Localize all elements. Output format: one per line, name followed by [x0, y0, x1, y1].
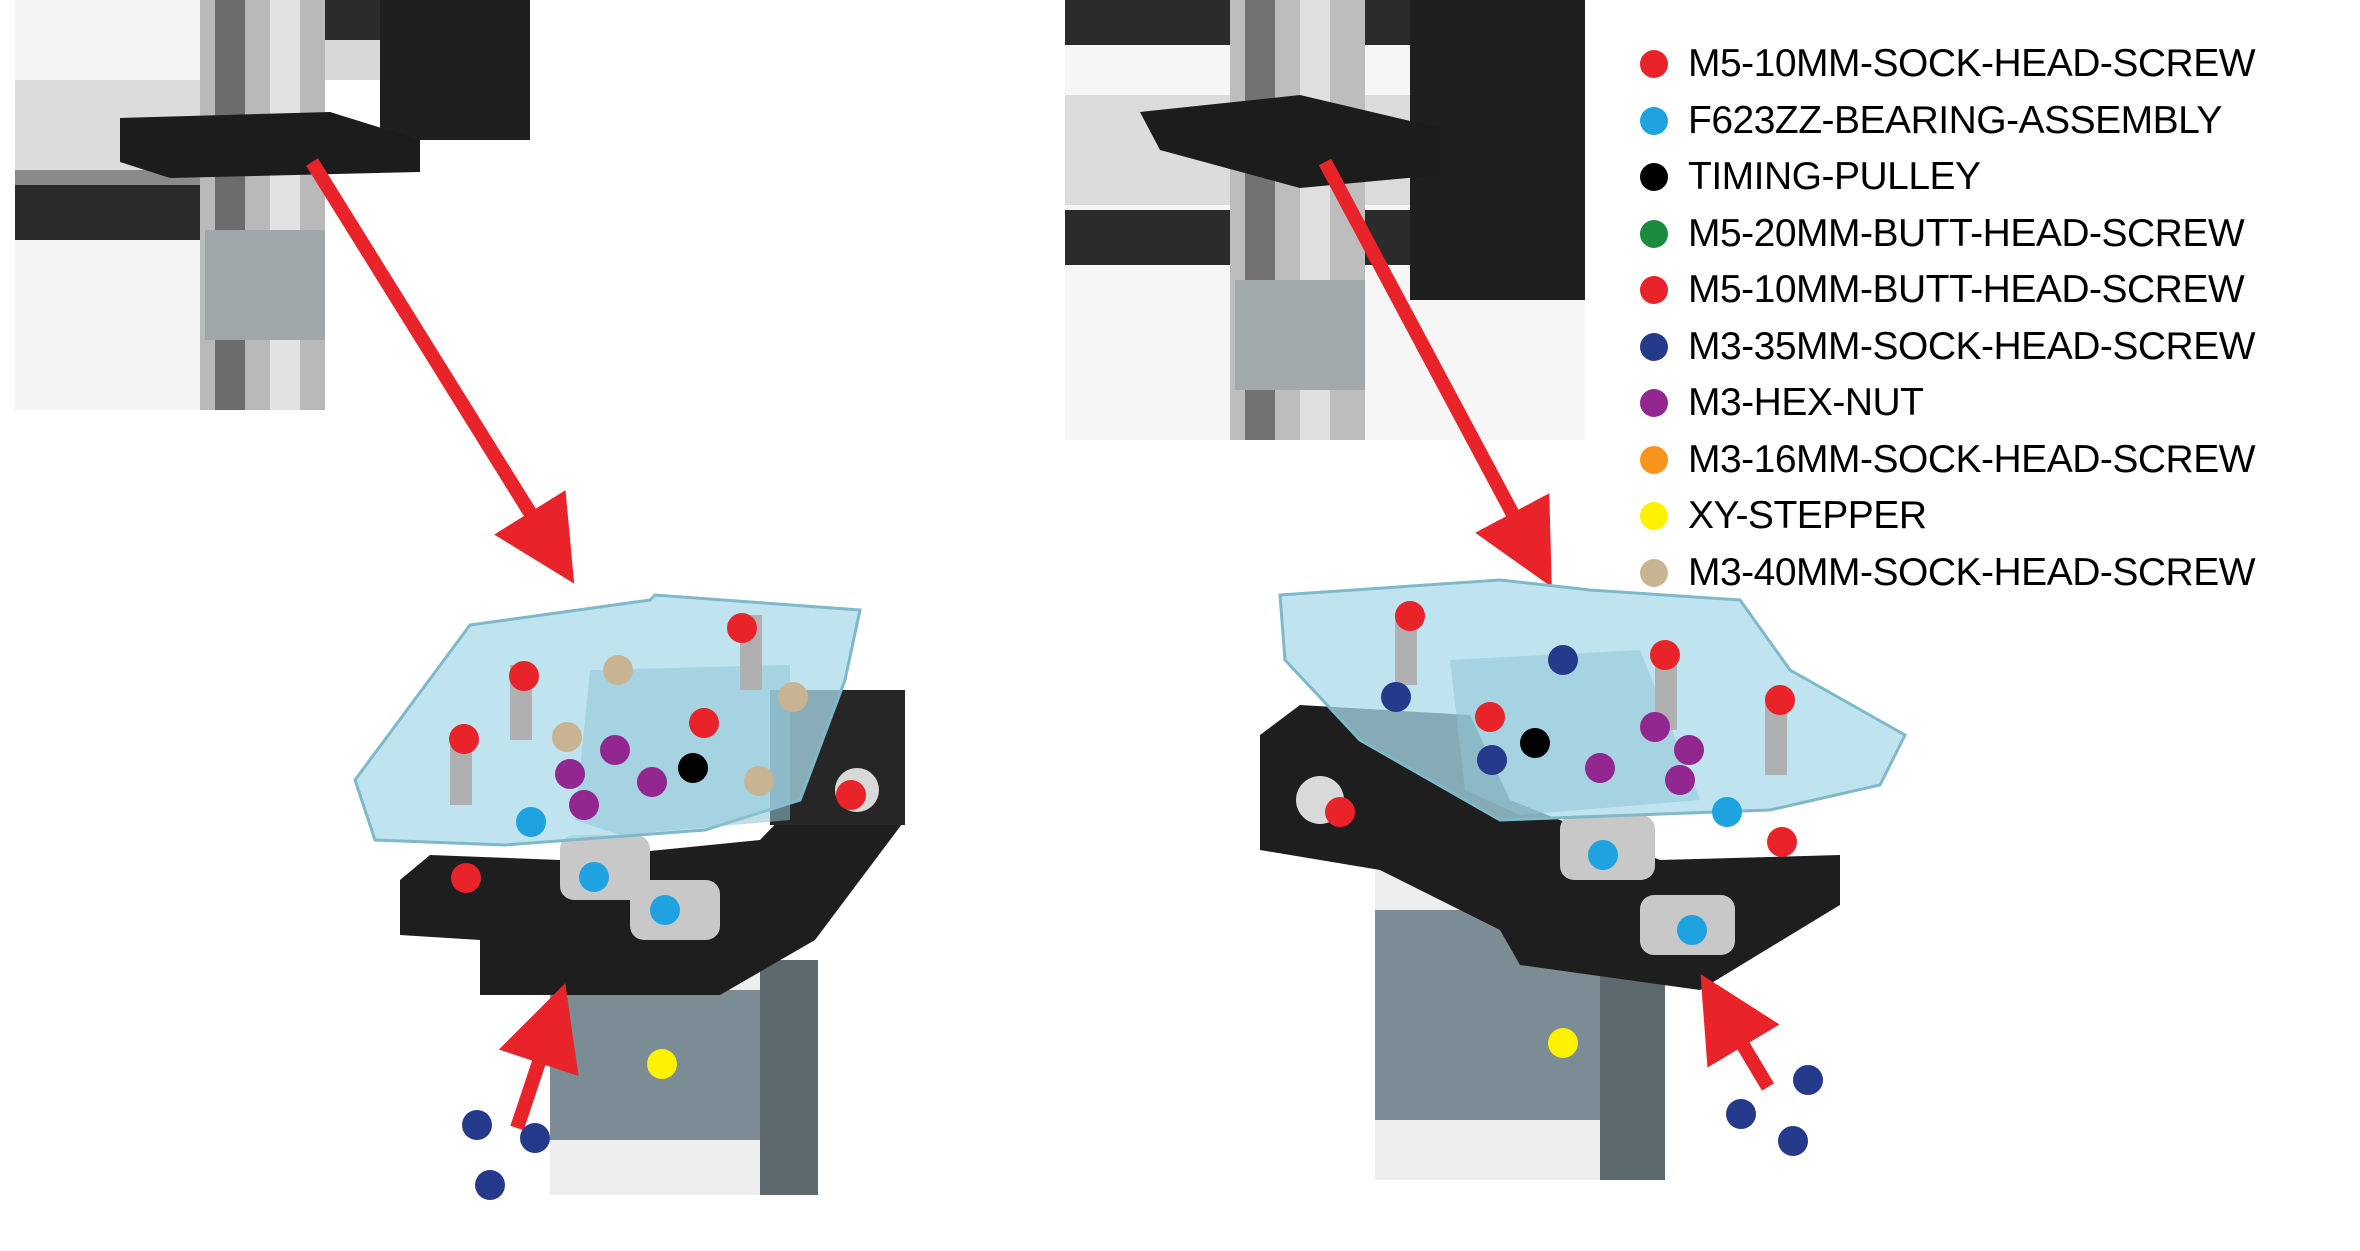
part-marker-dot [1677, 915, 1707, 945]
legend-item: M5-20MM-BUTT-HEAD-SCREW [1640, 206, 2360, 263]
part-marker-dot [678, 753, 708, 783]
part-marker-dot [1778, 1126, 1808, 1156]
legend-label: M3-HEX-NUT [1688, 381, 1924, 425]
part-marker-dot [744, 766, 774, 796]
part-marker-dot [552, 722, 582, 752]
part-marker-dot [1640, 712, 1670, 742]
legend-dot-icon [1640, 163, 1668, 192]
part-marker-dot [1588, 840, 1618, 870]
legend-dot-icon [1640, 276, 1668, 305]
part-marker-dot [1548, 645, 1578, 675]
legend-label: M5-10MM-SOCK-HEAD-SCREW [1688, 42, 2256, 86]
left-top-arrow [306, 158, 575, 584]
part-marker-dot [1475, 702, 1505, 732]
legend-item: M3-HEX-NUT [1640, 375, 2360, 432]
part-marker-dot [451, 863, 481, 893]
part-marker-dot [1793, 1065, 1823, 1095]
part-marker-dot [555, 759, 585, 789]
part-marker-dot [778, 682, 808, 712]
right-assembly [1260, 578, 1907, 1180]
legend-dot-icon [1640, 219, 1668, 248]
part-marker-dot [1665, 765, 1695, 795]
left-frame-context [15, 0, 530, 410]
legend-dot-icon [1640, 50, 1668, 79]
part-marker-dot [689, 708, 719, 738]
part-marker-dot [650, 895, 680, 925]
part-marker-dot [462, 1110, 492, 1140]
legend-dot-icon [1640, 389, 1668, 418]
part-marker-dot [1585, 753, 1615, 783]
part-marker-dot [1477, 745, 1507, 775]
right-bottom-arrow [1700, 973, 1780, 1091]
part-marker-dot [1548, 1028, 1578, 1058]
part-marker-dot [836, 780, 866, 810]
legend-item: M3-35MM-SOCK-HEAD-SCREW [1640, 319, 2360, 376]
part-marker-dot [1674, 735, 1704, 765]
legend-label: F623ZZ-BEARING-ASSEMBLY [1688, 98, 2222, 142]
legend-label: M5-10MM-BUTT-HEAD-SCREW [1688, 268, 2245, 312]
legend-dot-icon [1640, 332, 1668, 361]
part-marker-dot [569, 790, 599, 820]
left-motor-mount [400, 690, 905, 995]
legend-item: F623ZZ-BEARING-ASSEMBLY [1640, 93, 2360, 150]
legend-label: XY-STEPPER [1688, 494, 1927, 538]
part-marker-dot [509, 661, 539, 691]
part-marker-dot [1712, 797, 1742, 827]
part-marker-dot [520, 1123, 550, 1153]
legend-item: M3-40MM-SOCK-HEAD-SCREW [1640, 545, 2360, 602]
part-marker-dot [1765, 685, 1795, 715]
part-marker-dot [1325, 797, 1355, 827]
legend-item: M5-10MM-BUTT-HEAD-SCREW [1640, 262, 2360, 319]
left-assembly [353, 593, 905, 1195]
right-frame-context [1065, 0, 1585, 440]
parts-legend: M5-10MM-SOCK-HEAD-SCREW F623ZZ-BEARING-AS… [1640, 36, 2360, 601]
part-marker-dot [1520, 728, 1550, 758]
part-marker-dot [603, 655, 633, 685]
part-marker-dot [449, 724, 479, 754]
part-marker-dot [727, 613, 757, 643]
part-marker-dot [647, 1049, 677, 1079]
part-marker-dot [475, 1170, 505, 1200]
part-marker-dot [1767, 827, 1797, 857]
legend-dot-icon [1640, 445, 1668, 474]
legend-label: M5-20MM-BUTT-HEAD-SCREW [1688, 211, 2245, 255]
legend-label: M3-40MM-SOCK-HEAD-SCREW [1688, 550, 2256, 594]
part-marker-dot [1726, 1099, 1756, 1129]
legend-item: M3-16MM-SOCK-HEAD-SCREW [1640, 432, 2360, 489]
right-top-arrow [1318, 158, 1552, 588]
part-marker-dot [579, 862, 609, 892]
part-marker-dot [637, 767, 667, 797]
legend-dot-icon [1640, 558, 1668, 587]
part-marker-dot [1395, 601, 1425, 631]
left-bottom-arrow [498, 983, 579, 1131]
legend-label: M3-16MM-SOCK-HEAD-SCREW [1688, 437, 2256, 481]
part-marker-dot [1381, 682, 1411, 712]
part-marker-dot [1650, 640, 1680, 670]
legend-label: TIMING-PULLEY [1688, 155, 1981, 199]
legend-dot-icon [1640, 502, 1668, 531]
legend-label: M3-35MM-SOCK-HEAD-SCREW [1688, 324, 2256, 368]
legend-item: M5-10MM-SOCK-HEAD-SCREW [1640, 36, 2360, 93]
legend-item: XY-STEPPER [1640, 488, 2360, 545]
part-marker-dot [516, 807, 546, 837]
part-markers [449, 601, 1823, 1200]
legend-item: TIMING-PULLEY [1640, 149, 2360, 206]
legend-dot-icon [1640, 106, 1668, 135]
part-marker-dot [600, 735, 630, 765]
